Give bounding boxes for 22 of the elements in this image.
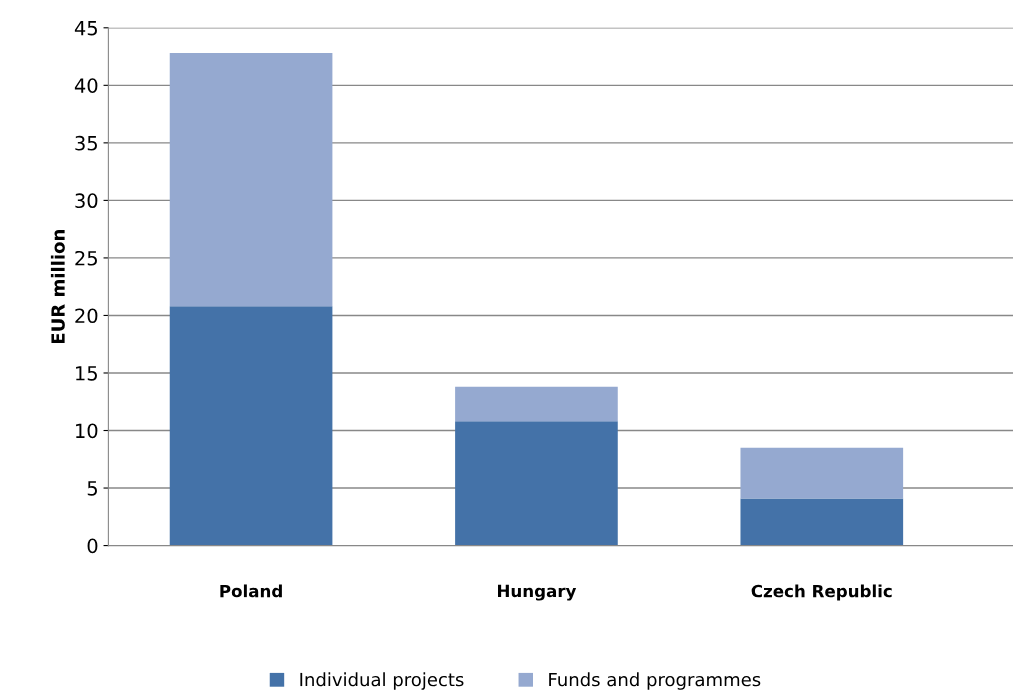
bar — [455, 421, 618, 546]
y-tick-label: 45 — [74, 21, 97, 36]
y-tick-label: 25 — [75, 250, 97, 266]
bar — [169, 306, 333, 546]
bar — [740, 498, 904, 546]
y-tick-label: 10 — [76, 423, 98, 439]
x-tick-label: Hungary — [498, 584, 577, 601]
y-tick-label: 30 — [75, 193, 98, 209]
x-tick-label: Poland — [220, 584, 282, 598]
legend-label: Funds and programmes — [549, 672, 761, 690]
bar — [169, 53, 333, 307]
legend-label: Individual projects — [300, 672, 464, 690]
x-tick-label: Czech Republic — [751, 584, 892, 601]
y-axis-title: EUR million — [50, 230, 65, 344]
bar — [455, 386, 618, 422]
y-tick-label: 20 — [75, 308, 98, 324]
y-tick-label: 5 — [87, 481, 97, 496]
bar — [740, 447, 904, 499]
y-tick-label: 40 — [74, 78, 98, 93]
y-tick-label: 15 — [76, 366, 97, 381]
y-tick-label: 0 — [87, 538, 98, 554]
y-tick-label: 35 — [75, 135, 97, 151]
